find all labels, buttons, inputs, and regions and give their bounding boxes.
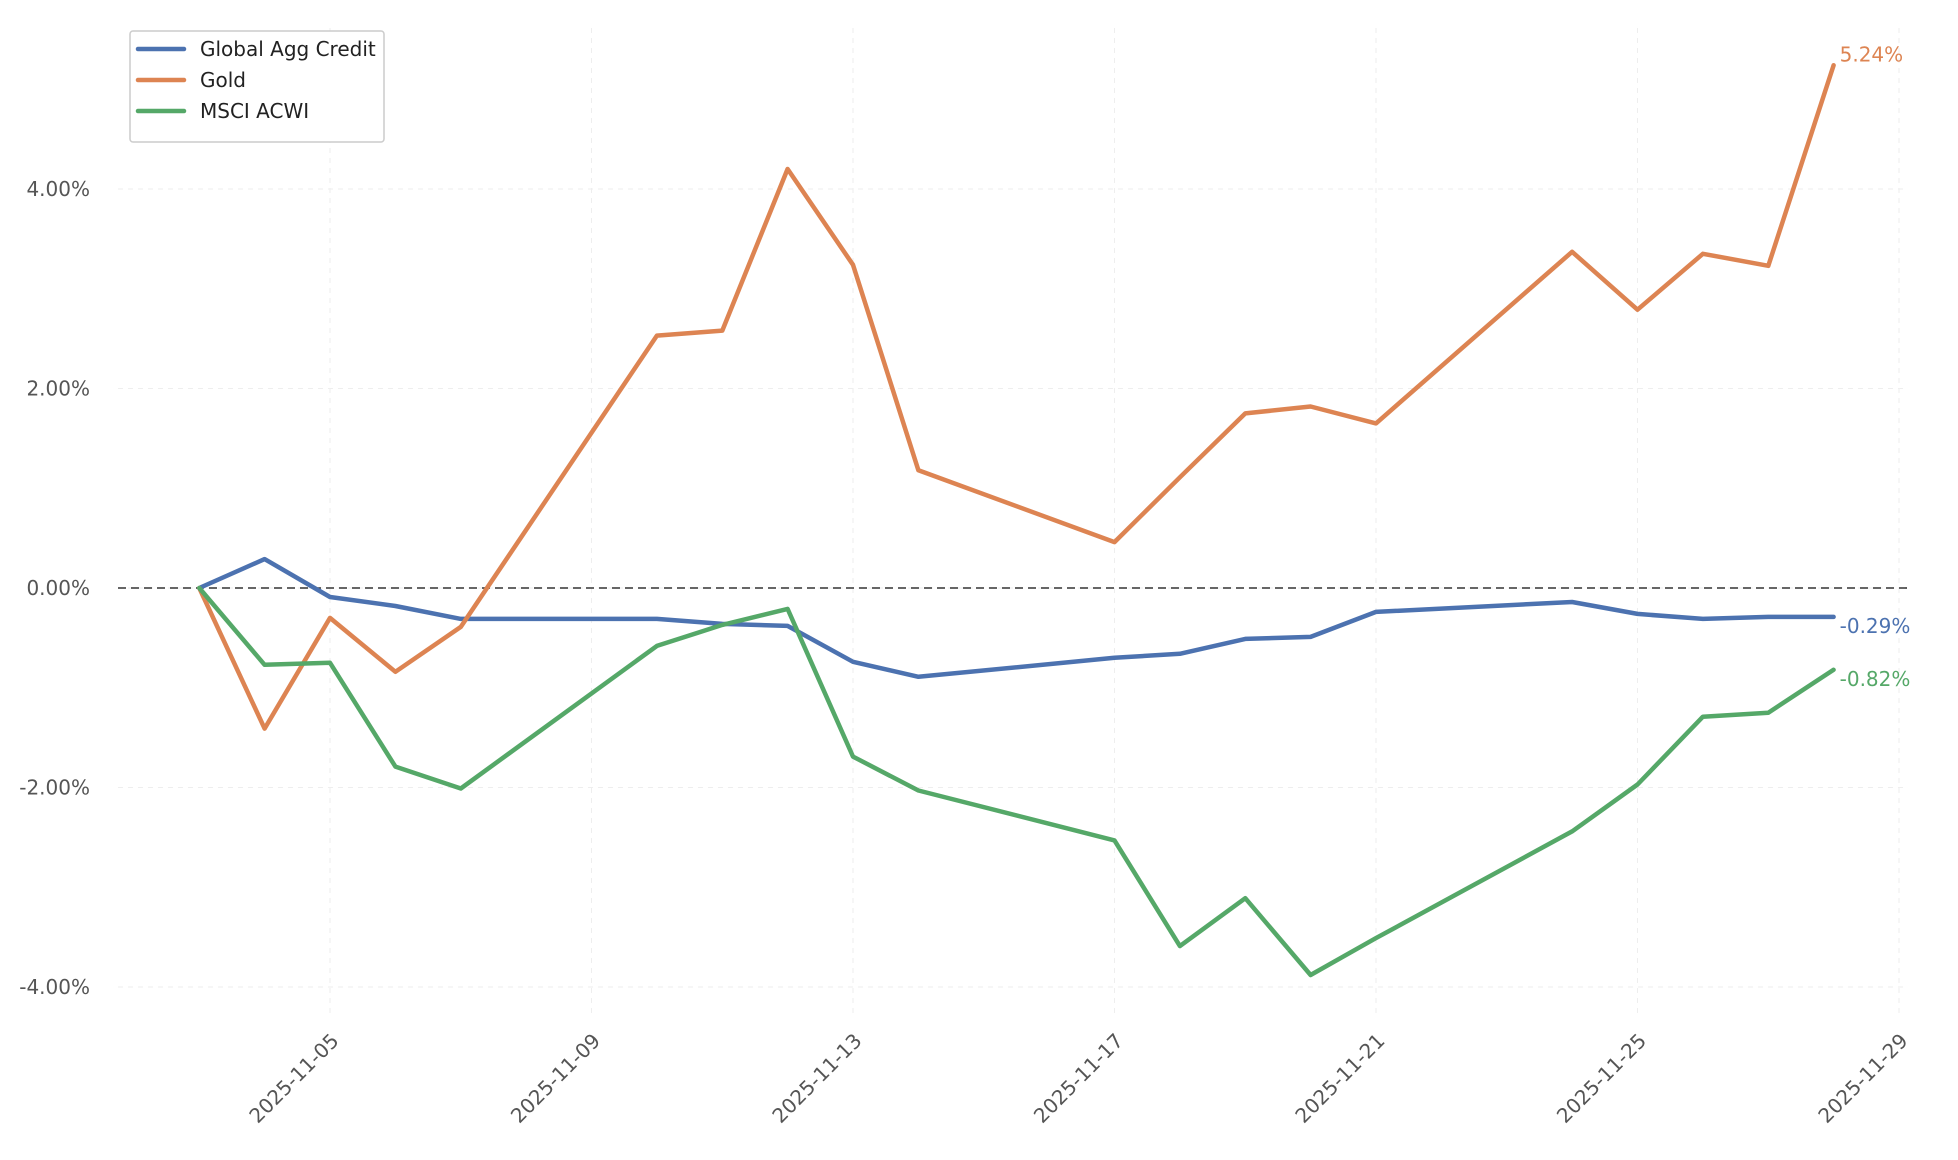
series-line-1 <box>197 63 1836 731</box>
y-tick-label: -2.00% <box>19 776 90 800</box>
series-line-0 <box>197 556 1836 680</box>
legend-box <box>129 30 385 143</box>
end-value-label: 5.24% <box>1840 42 1904 66</box>
series-line-2 <box>197 585 1836 978</box>
x-tick-label: 2025-11-17 <box>1029 1029 1128 1128</box>
y-tick-label: -4.00% <box>19 975 90 999</box>
end-value-label: -0.29% <box>1840 614 1911 638</box>
legend-entry: Gold <box>200 68 246 92</box>
end-value-label: -0.82% <box>1840 667 1911 691</box>
x-tick-label: 2025-11-05 <box>244 1029 343 1128</box>
end-labels: -0.29% 5.24% -0.82% <box>1840 42 1911 690</box>
legend-entry: Global Agg Credit <box>200 37 376 61</box>
y-axis-ticks: -4.00% -2.00% 0.00% 2.00% 4.00% <box>19 177 90 999</box>
x-tick-label: 2025-11-29 <box>1813 1029 1912 1128</box>
legend: Global Agg Credit Gold MSCI ACWI <box>129 30 385 143</box>
x-axis-ticks: 2025-11-05 2025-11-09 2025-11-13 2025-11-17… <box>244 1029 1912 1128</box>
x-tick-label: 2025-11-09 <box>506 1029 605 1128</box>
y-tick-label: 4.00% <box>26 177 90 201</box>
series-lines <box>197 63 1836 978</box>
x-tick-label: 2025-11-25 <box>1552 1029 1651 1128</box>
y-tick-label: 0.00% <box>26 576 90 600</box>
legend-entry: MSCI ACWI <box>200 99 309 123</box>
y-tick-label: 2.00% <box>26 377 90 401</box>
grid-lines <box>118 28 1908 1018</box>
x-tick-label: 2025-11-21 <box>1290 1029 1389 1128</box>
x-tick-label: 2025-11-13 <box>767 1029 866 1128</box>
